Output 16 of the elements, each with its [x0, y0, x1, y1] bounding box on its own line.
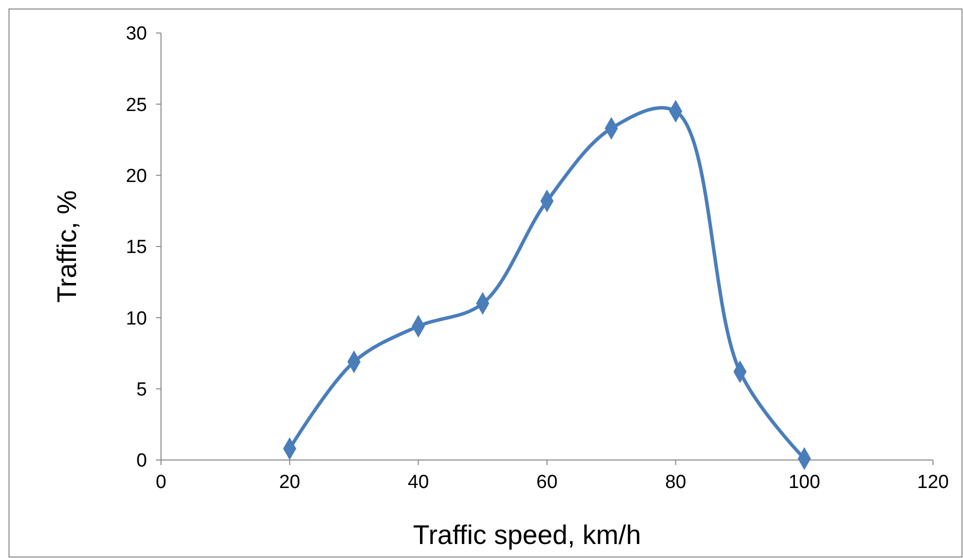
y-tick-label: 15	[126, 237, 147, 258]
y-axis-title: Traffic, %	[52, 190, 82, 303]
x-tick-label: 40	[408, 472, 429, 493]
x-tick-label: 120	[917, 472, 949, 493]
y-tick-label: 20	[126, 166, 147, 187]
x-tick-label: 100	[788, 472, 820, 493]
x-axis-title: Traffic speed, km/h	[412, 520, 642, 550]
x-tick-label: 60	[536, 472, 558, 493]
x-tick-label: 80	[665, 472, 686, 493]
y-tick-label: 5	[136, 379, 147, 400]
y-tick-label: 10	[126, 308, 147, 330]
y-tick-label: 25	[126, 94, 147, 116]
x-tick-label: 0	[156, 472, 166, 493]
y-tick-label: 0	[136, 450, 147, 472]
x-tick-label: 20	[279, 472, 300, 493]
y-tick-label: 30	[126, 24, 147, 45]
